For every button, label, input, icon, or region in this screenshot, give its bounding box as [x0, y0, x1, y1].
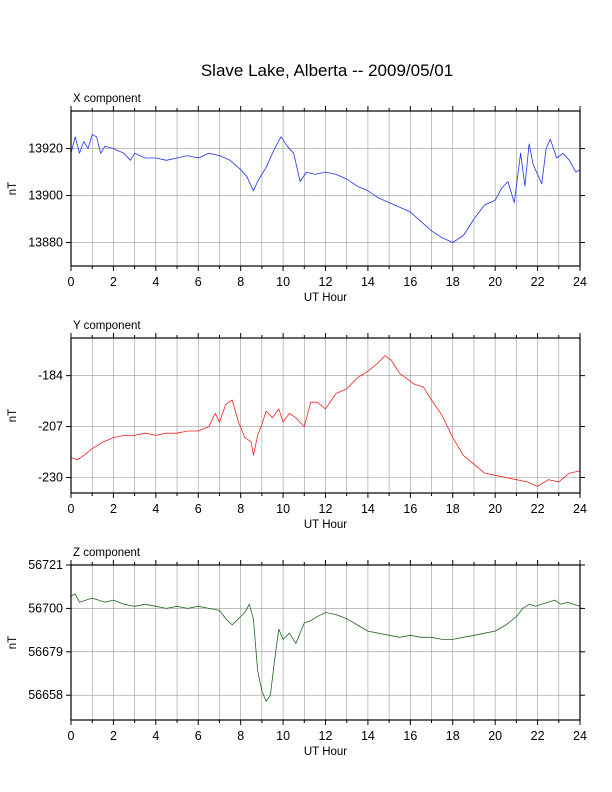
z-component-xtick-label: 0: [68, 729, 75, 743]
z-component-xtick-label: 22: [531, 729, 545, 743]
y-component-xtick-label: 18: [446, 502, 460, 516]
x-component-xtick-label: 2: [110, 275, 117, 289]
y-component-xtick-label: 4: [152, 502, 159, 516]
z-component-xtick-label: 20: [488, 729, 502, 743]
z-component-xtick-label: 14: [361, 729, 375, 743]
z-component-series-line: [70, 593, 581, 702]
x-component-xtick-label: 22: [531, 275, 545, 289]
x-component-xtick-label: 20: [488, 275, 502, 289]
x-component-xtick-label: 12: [319, 275, 333, 289]
x-component-xlabel: UT Hour: [304, 292, 347, 304]
x-component-xtick-label: 10: [276, 275, 290, 289]
x-component-ytick-label: 13900: [28, 189, 63, 203]
z-component-xlabel: UT Hour: [304, 746, 347, 758]
y-component-xtick-label: 2: [110, 502, 117, 516]
z-component-xtick-label: 8: [237, 729, 244, 743]
y-component-xtick-label: 6: [195, 502, 202, 516]
x-component-ytick-label: 13880: [28, 236, 63, 250]
x-component-series-line: [70, 134, 581, 243]
y-component-xtick-label: 10: [276, 502, 290, 516]
z-component-ytick-label: 56679: [28, 645, 63, 659]
y-component-ytick-label: -230: [38, 471, 63, 485]
x-component-xtick-label: 6: [195, 275, 202, 289]
x-component-xtick-label: 24: [573, 275, 587, 289]
z-component-ytick-label: 56700: [28, 601, 63, 615]
x-component-ytick-label: 13920: [28, 142, 63, 156]
x-component-xtick-label: 16: [403, 275, 417, 289]
y-component-xtick-label: 12: [319, 502, 333, 516]
y-component-xtick-label: 24: [573, 502, 587, 516]
z-component-label: Z component: [73, 547, 141, 559]
y-component-xtick-label: 16: [403, 502, 417, 516]
y-component-ytick-label: -184: [38, 369, 63, 383]
y-component-label: Y component: [73, 320, 141, 332]
y-component-ylabel: nT: [7, 409, 19, 422]
z-component-xtick-label: 6: [195, 729, 202, 743]
z-component-xtick-label: 16: [403, 729, 417, 743]
y-component-xtick-label: 0: [68, 502, 75, 516]
z-component-xtick-label: 10: [276, 729, 290, 743]
x-component-xtick-label: 8: [237, 275, 244, 289]
y-component-xtick-label: 20: [488, 502, 502, 516]
x-component-xtick-label: 0: [68, 275, 75, 289]
z-component-xtick-label: 2: [110, 729, 117, 743]
y-component-xtick-label: 8: [237, 502, 244, 516]
z-component-xtick-label: 24: [573, 729, 587, 743]
z-component-xtick-label: 4: [152, 729, 159, 743]
z-component-xtick-label: 12: [319, 729, 333, 743]
z-component-ylabel: nT: [7, 636, 19, 649]
figure-title: Slave Lake, Alberta -- 2009/05/01: [201, 61, 453, 80]
y-component-xtick-label: 14: [361, 502, 375, 516]
y-component-ytick-label: -207: [38, 420, 63, 434]
x-component-label: X component: [73, 93, 142, 105]
x-component-xtick-label: 18: [446, 275, 460, 289]
x-component-xtick-label: 4: [152, 275, 159, 289]
y-component-xtick-label: 22: [531, 502, 545, 516]
z-component-xtick-label: 18: [446, 729, 460, 743]
z-component-ytick-label: 56658: [28, 688, 63, 702]
y-component-xlabel: UT Hour: [304, 519, 347, 531]
x-component-xtick-label: 14: [361, 275, 375, 289]
y-component-series-line: [70, 355, 581, 487]
x-component-ylabel: nT: [7, 182, 19, 195]
z-component-ytick-label: 56721: [28, 558, 63, 572]
